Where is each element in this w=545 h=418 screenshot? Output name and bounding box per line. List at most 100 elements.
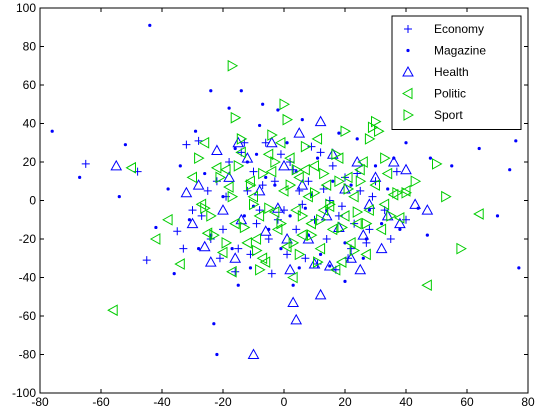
data-point bbox=[421, 204, 434, 215]
data-point bbox=[206, 210, 217, 222]
data-point bbox=[198, 136, 210, 149]
x-tick-label: 60 bbox=[460, 395, 474, 409]
data-point bbox=[326, 223, 338, 236]
data-point bbox=[300, 140, 312, 153]
data-point bbox=[316, 148, 325, 157]
data-point bbox=[204, 256, 217, 267]
y-tick-label: 100 bbox=[16, 1, 36, 15]
data-point bbox=[293, 127, 306, 138]
data-point bbox=[421, 279, 432, 292]
data-point bbox=[289, 165, 298, 174]
data-point bbox=[259, 256, 271, 268]
data-point bbox=[473, 208, 484, 220]
data-point bbox=[227, 190, 239, 203]
legend-label-politic: Politic bbox=[434, 87, 466, 101]
data-point bbox=[148, 23, 152, 27]
data-point bbox=[348, 190, 359, 203]
data-point bbox=[291, 163, 303, 176]
data-point bbox=[162, 213, 173, 226]
legend-marker-politic bbox=[401, 87, 413, 100]
data-point bbox=[174, 258, 185, 270]
data-point bbox=[284, 263, 296, 275]
data-point bbox=[223, 181, 234, 193]
data-point bbox=[380, 152, 391, 164]
data-point bbox=[402, 215, 410, 224]
data-point bbox=[387, 155, 400, 167]
data-point bbox=[173, 227, 182, 236]
data-point bbox=[361, 217, 373, 230]
data-point bbox=[273, 183, 277, 187]
data-point bbox=[264, 235, 273, 243]
legend-label-sport: Sport bbox=[434, 108, 463, 122]
data-point bbox=[107, 304, 118, 317]
data-point bbox=[264, 202, 275, 215]
data-point bbox=[256, 252, 268, 265]
data-point bbox=[517, 266, 521, 270]
data-point bbox=[215, 171, 226, 184]
data-point bbox=[239, 89, 243, 93]
data-point bbox=[209, 229, 220, 241]
data-point bbox=[297, 210, 309, 222]
data-point bbox=[250, 233, 262, 245]
data-point bbox=[349, 244, 361, 257]
data-point bbox=[247, 190, 258, 203]
data-point bbox=[338, 210, 350, 222]
data-point bbox=[398, 227, 402, 231]
data-point bbox=[215, 352, 219, 357]
data-point bbox=[276, 108, 280, 112]
data-point bbox=[261, 138, 270, 147]
data-point bbox=[307, 142, 316, 151]
data-point bbox=[334, 175, 345, 188]
data-point bbox=[365, 225, 374, 234]
data-point bbox=[172, 272, 176, 276]
data-point bbox=[254, 152, 259, 156]
data-point bbox=[217, 204, 229, 215]
data-point bbox=[363, 204, 374, 216]
data-point bbox=[265, 136, 278, 148]
data-point bbox=[392, 186, 403, 199]
data-point bbox=[335, 256, 347, 268]
data-point bbox=[325, 198, 336, 211]
data-point bbox=[361, 256, 365, 260]
data-point bbox=[226, 265, 237, 278]
y-tick-label: -20 bbox=[19, 232, 37, 246]
data-point bbox=[349, 183, 353, 187]
series-sport bbox=[194, 59, 467, 276]
data-point bbox=[282, 113, 294, 126]
data-point bbox=[394, 217, 406, 229]
data-point bbox=[345, 252, 357, 263]
x-tick-label: -40 bbox=[153, 395, 171, 409]
data-point bbox=[400, 163, 412, 175]
data-point bbox=[375, 223, 387, 236]
data-point bbox=[117, 195, 121, 199]
data-point bbox=[201, 227, 213, 240]
data-point bbox=[363, 198, 376, 209]
data-point bbox=[203, 171, 207, 176]
data-point bbox=[180, 186, 193, 198]
data-point bbox=[296, 179, 309, 190]
series-politic bbox=[107, 133, 484, 317]
data-point bbox=[261, 102, 265, 106]
plot-area bbox=[50, 23, 521, 359]
data-point bbox=[287, 296, 299, 308]
y-tick-label: 80 bbox=[23, 40, 37, 54]
data-point bbox=[236, 283, 240, 287]
data-point bbox=[301, 254, 310, 263]
data-point bbox=[428, 156, 432, 160]
data-point bbox=[304, 177, 313, 186]
data-point bbox=[186, 217, 199, 229]
data-point bbox=[252, 244, 263, 257]
data-point bbox=[357, 229, 370, 240]
data-point bbox=[303, 206, 307, 210]
legend-marker-magazine bbox=[406, 48, 410, 53]
data-point bbox=[259, 225, 272, 236]
data-point bbox=[342, 171, 353, 184]
data-point bbox=[154, 225, 158, 230]
data-point bbox=[233, 160, 245, 172]
data-point bbox=[211, 144, 223, 155]
data-point bbox=[306, 229, 318, 241]
y-tick-label: -40 bbox=[19, 271, 37, 285]
legend-box bbox=[391, 15, 522, 130]
legend-marker-sport bbox=[403, 109, 415, 121]
data-point bbox=[186, 171, 197, 184]
